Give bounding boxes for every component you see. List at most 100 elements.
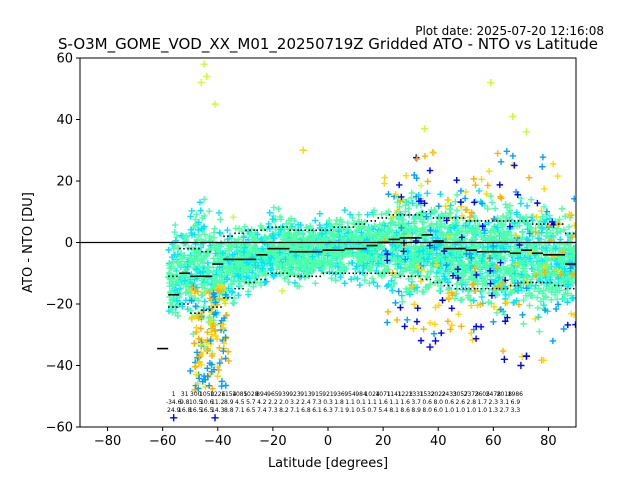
scatter-point <box>529 273 536 280</box>
scatter-point <box>402 208 409 215</box>
scatter-point <box>439 297 446 304</box>
scatter-point <box>498 218 505 226</box>
bin-stat-label: 1.6 <box>400 399 410 406</box>
scatter-point <box>484 182 492 189</box>
scatter-point <box>261 240 269 247</box>
scatter-point <box>520 296 527 304</box>
scatter-point <box>219 249 226 257</box>
scatter-point <box>368 275 376 282</box>
scatter-point <box>473 271 480 279</box>
scatter-point <box>377 231 385 238</box>
scatter-point <box>564 252 571 260</box>
scatter-point <box>225 239 233 247</box>
scatter-point <box>474 302 481 309</box>
scatter-point <box>204 372 211 380</box>
scatter-point <box>206 234 213 242</box>
scatter-point <box>438 211 445 218</box>
scatter-point <box>245 280 253 287</box>
scatter-point <box>365 226 372 233</box>
scatter-point <box>426 242 433 249</box>
scatter-point <box>371 247 379 255</box>
scatter-point <box>238 269 246 277</box>
scatter-point <box>523 285 530 292</box>
bin-stat-label: 1986 <box>508 391 523 398</box>
scatter-point <box>398 292 405 299</box>
scatter-point <box>276 240 284 248</box>
outlier-point <box>486 79 495 87</box>
scatter-point <box>478 257 485 265</box>
scatter-point <box>487 192 494 200</box>
scatter-point <box>420 326 427 333</box>
scatter-point <box>193 211 200 218</box>
scatter-point <box>556 287 563 294</box>
scatter-point <box>193 349 201 356</box>
scatter-point <box>481 247 488 254</box>
scatter-point <box>454 274 462 282</box>
scatter-point <box>554 250 562 258</box>
scatter-point <box>435 203 442 210</box>
scatter-point <box>451 267 458 274</box>
scatter-point <box>316 259 324 267</box>
bin-stat-label: 2018 <box>497 391 512 398</box>
bin-stat-label: 2.7 <box>500 407 510 414</box>
scatter-point <box>495 284 503 291</box>
scatter-point <box>209 304 216 312</box>
scatter-point <box>430 260 437 267</box>
scatter-point <box>397 258 405 266</box>
scatter-point <box>187 292 195 300</box>
scatter-point <box>438 229 445 236</box>
scatter-point <box>426 167 434 174</box>
scatter-point <box>459 286 467 293</box>
bin-stat-label: 2022 <box>431 391 446 398</box>
scatter-point <box>444 225 451 233</box>
scatter-point <box>552 305 560 313</box>
x-tick-label: 20 <box>375 434 392 449</box>
scatter-point <box>214 363 221 371</box>
scatter-point <box>308 264 316 272</box>
scatter-point <box>361 276 368 284</box>
scatter-point <box>486 254 494 262</box>
scatter-point <box>484 263 491 271</box>
scatter-point <box>173 297 181 304</box>
scatter-point <box>493 263 500 271</box>
scatter-point <box>446 206 453 213</box>
scatter-point <box>522 213 530 221</box>
scatter-point <box>221 300 229 307</box>
scatter-point <box>501 257 509 265</box>
scatter-point <box>219 290 226 298</box>
scatter-point <box>298 257 305 264</box>
scatter-point <box>557 236 564 243</box>
scatter-point <box>344 219 351 227</box>
bin-stat-label: 3.7 <box>411 399 421 406</box>
scatter-point <box>195 335 202 342</box>
scatter-point <box>560 325 567 333</box>
scatter-point <box>528 243 535 250</box>
scatter-point <box>311 260 318 267</box>
scatter-point <box>198 225 205 232</box>
scatter-point <box>442 254 449 261</box>
scatter-point <box>279 235 287 243</box>
scatter-point <box>543 208 551 215</box>
scatter-point <box>464 287 472 295</box>
scatter-point <box>511 162 518 169</box>
scatter-point <box>492 289 499 297</box>
bin-stat-label: 8.9 <box>224 399 234 406</box>
scatter-point <box>558 277 565 284</box>
scatter-point <box>384 257 391 264</box>
scatter-point <box>410 255 417 262</box>
scatter-point <box>542 232 550 240</box>
scatter-point <box>201 280 209 287</box>
scatter-point <box>543 279 551 286</box>
scatter-point <box>431 321 439 328</box>
scatter-point <box>478 176 485 183</box>
scatter-point <box>472 197 479 205</box>
bin-stat-label: 8.9 <box>411 407 421 414</box>
scatter-point <box>206 295 214 302</box>
bin-stat-label: 1.0 <box>455 407 465 414</box>
bin-stat-label: 936 <box>333 391 345 398</box>
scatter-point <box>349 214 356 222</box>
scatter-point <box>432 304 439 311</box>
scatter-point <box>244 288 252 295</box>
scatter-point <box>540 185 548 193</box>
scatter-point <box>205 207 213 215</box>
